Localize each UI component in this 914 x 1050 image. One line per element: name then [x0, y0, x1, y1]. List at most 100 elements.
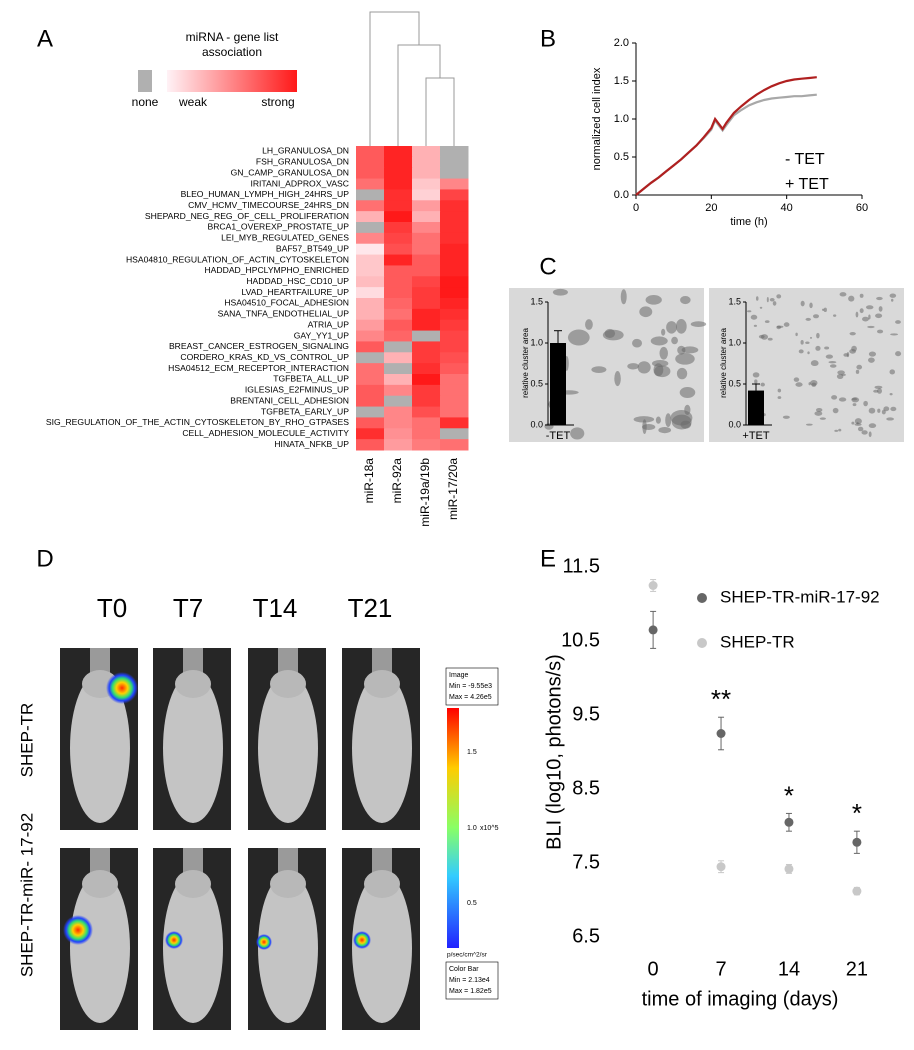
- cell-cluster: [875, 313, 883, 319]
- cell-cluster: [753, 324, 757, 327]
- heatmap-cell: [412, 363, 441, 375]
- heatmap-cell: [384, 232, 413, 245]
- cell-cluster: [759, 306, 763, 309]
- heatmap-cell: [356, 308, 385, 321]
- cell-cluster: [890, 298, 894, 302]
- cell-cluster: [752, 372, 760, 378]
- nose-cone: [90, 848, 110, 876]
- row-label: TGFBETA_ALL_UP: [273, 374, 349, 384]
- timepoint-label: T21: [348, 593, 393, 623]
- cell-cluster: [868, 314, 871, 320]
- nose-cone: [278, 648, 298, 676]
- cell-cluster: [851, 421, 855, 425]
- cell-cluster: [895, 351, 902, 357]
- heatmap-cell: [384, 406, 413, 418]
- heatmap-cell: [384, 428, 413, 440]
- cell-cluster: [632, 338, 643, 348]
- row-label: IGLESIAS_E2FMINUS_UP: [245, 385, 349, 395]
- info-box: [445, 667, 499, 706]
- legend-label: none: [132, 95, 159, 109]
- cell-cluster: [838, 397, 847, 402]
- heatmap-cell: [412, 439, 441, 451]
- heatmap-cell: [384, 308, 413, 321]
- legend-label: weak: [178, 95, 208, 109]
- cell-cluster: [754, 379, 758, 384]
- cell-cluster: [675, 318, 687, 334]
- cell-cluster: [834, 429, 839, 432]
- row-label: HSA04810_REGULATION_OF_ACTIN_CYTOSKELETO…: [126, 254, 349, 264]
- cell-cluster: [633, 416, 655, 423]
- mouse-body: [258, 873, 318, 1023]
- colorbar-tick: 1.5: [467, 749, 477, 756]
- column-label: miR-92a: [390, 458, 404, 504]
- bioluminescence: [165, 931, 183, 949]
- cell-cluster: [868, 407, 876, 414]
- heatmap-cell: [412, 352, 441, 364]
- heatmap-cell: [440, 308, 469, 321]
- x-tick-label: 14: [778, 958, 800, 980]
- heatmap-cell: [440, 319, 469, 332]
- heatmap-cell: [440, 178, 469, 190]
- heatmap-cell: [356, 189, 385, 201]
- heatmap-cell: [356, 167, 385, 180]
- heatmap-cell: [356, 352, 385, 364]
- cell-cluster: [772, 301, 777, 306]
- mouse-body: [163, 673, 223, 823]
- heatmap-cell: [356, 156, 385, 169]
- cell-cluster: [828, 361, 837, 364]
- cell-cluster: [849, 332, 856, 336]
- legend-label: strong: [261, 95, 294, 109]
- cell-cluster: [889, 392, 893, 396]
- x-tick-label: 0: [648, 958, 659, 980]
- line-series: [635, 76, 817, 196]
- bioluminescence: [256, 934, 272, 950]
- heatmap-cell: [412, 428, 441, 440]
- cell-cluster: [868, 423, 877, 429]
- cell-cluster: [854, 423, 862, 426]
- row-label: CELL_ADHESION_MOLECULE_ACTIVITY: [182, 428, 349, 438]
- x-tick-label: 0: [633, 202, 639, 214]
- nose-cone: [183, 848, 203, 876]
- cell-cluster: [800, 300, 805, 307]
- heatmap-cell: [356, 254, 385, 266]
- legend-label: + TET: [785, 176, 829, 193]
- heatmap-cell: [440, 243, 469, 256]
- row-label: TGFBETA_EARLY_UP: [261, 406, 349, 416]
- mouse-head: [364, 870, 400, 898]
- panel-letter: C: [539, 253, 556, 280]
- heatmap-cell: [412, 178, 441, 190]
- data-point: [852, 837, 862, 847]
- cell-cluster: [552, 288, 568, 296]
- cell-cluster: [876, 329, 884, 334]
- cell-cluster: [819, 417, 826, 420]
- cell-cluster: [868, 351, 877, 357]
- row-label: GN_CAMP_GRANULOSA_DN: [231, 167, 349, 177]
- heatmap-cell: [440, 189, 469, 201]
- mouse-body: [70, 873, 130, 1023]
- heatmap-cell: [356, 428, 385, 440]
- cell-cluster: [832, 407, 839, 414]
- info-text: Image: [449, 672, 469, 679]
- y-tick-label: 0.5: [614, 151, 629, 163]
- heatmap-cell: [356, 243, 385, 256]
- y-tick-label: 7.5: [572, 851, 600, 873]
- y-tick-label: 0.0: [728, 419, 741, 429]
- row-label: BLEO_HUMAN_LYMPH_HIGH_24HRS_UP: [181, 189, 350, 199]
- row-label: SANA_TNFA_ENDOTHELIAL_UP: [218, 309, 350, 319]
- y-tick-label: 9.5: [572, 703, 600, 725]
- info-text: Min = 2.13e4: [449, 977, 490, 984]
- x-tick-label: 60: [856, 202, 868, 214]
- y-tick-label: 0.0: [614, 189, 629, 201]
- x-tick-label: 40: [781, 202, 793, 214]
- heatmap-cell: [440, 330, 469, 342]
- heatmap-cell: [384, 417, 413, 429]
- cell-cluster: [671, 336, 678, 345]
- y-tick-label: 1.5: [614, 75, 629, 87]
- legend-marker: [697, 638, 707, 648]
- heatmap-cell: [384, 287, 413, 299]
- legend-label: SHEP-TR: [720, 632, 795, 651]
- heatmap-cell: [356, 406, 385, 418]
- cell-cluster: [839, 292, 847, 297]
